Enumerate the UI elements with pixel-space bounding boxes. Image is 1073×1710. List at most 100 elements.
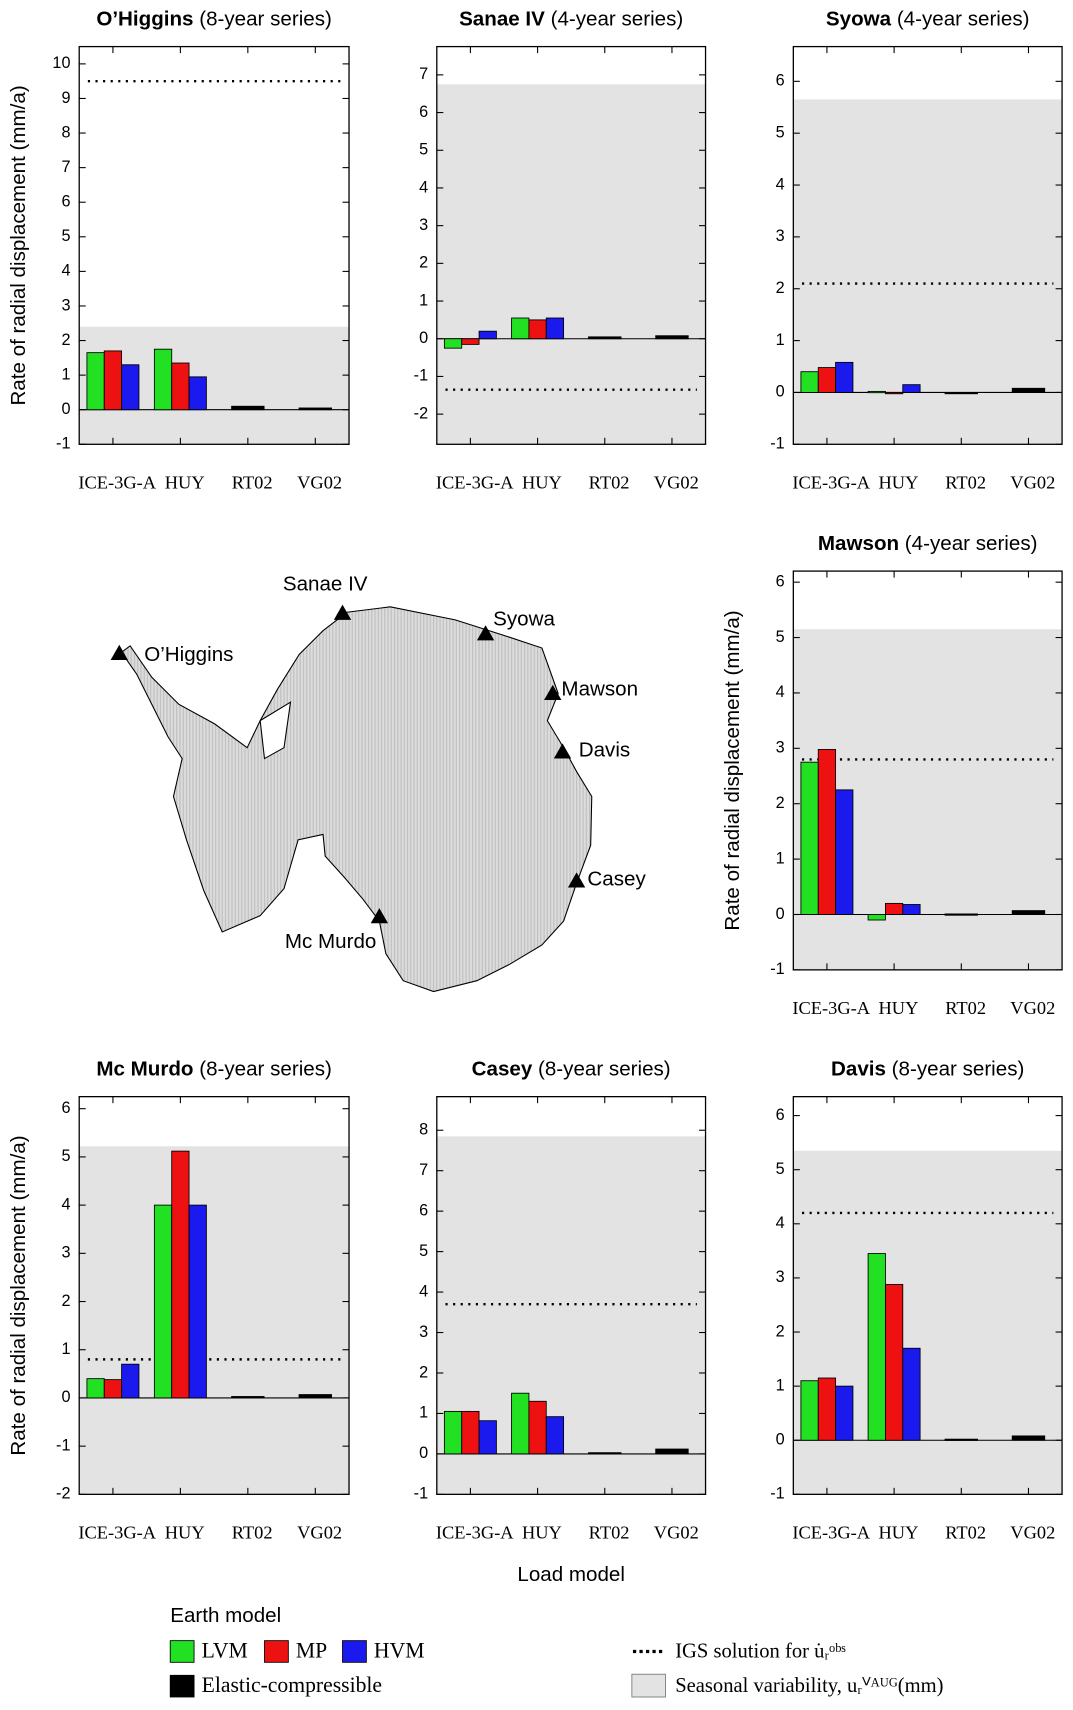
bar (800, 1380, 819, 1441)
bar (171, 362, 190, 411)
y-tick-label: 4 (419, 1282, 428, 1300)
x-tick-label: VG02 (297, 1523, 342, 1543)
y-tick-label: 0 (776, 905, 785, 923)
title-series: (8-year series) (538, 1058, 671, 1081)
y-tick-label: 8 (61, 123, 70, 141)
bar (867, 390, 886, 394)
y-tick-label: 0 (61, 400, 70, 418)
title-series: (8-year series) (892, 1058, 1025, 1081)
continent (120, 606, 593, 993)
seasonal-band (793, 1150, 1063, 1495)
legend-swatch (342, 1640, 367, 1663)
x-tick-label: ICE-3G-A (792, 1523, 870, 1543)
x-tick-label: HUY (878, 998, 918, 1018)
y-tick-label: 8 (419, 1121, 428, 1139)
y-tick-label: -2 (56, 1485, 70, 1503)
bar (528, 1400, 547, 1455)
y-tick-label: 6 (776, 572, 785, 590)
y-tick-label: 3 (776, 1268, 785, 1286)
x-tick-label: ICE-3G-A (436, 473, 514, 493)
bar (588, 336, 622, 340)
bar (1011, 910, 1046, 915)
x-tick-label: HUY (878, 1523, 918, 1543)
y-tick-label: 5 (419, 1242, 428, 1260)
bar (867, 1253, 886, 1441)
station-label: Syowa (493, 607, 555, 630)
bar (188, 1204, 207, 1399)
x-tick-label: RT02 (945, 473, 986, 493)
legend-title: Earth model (170, 1604, 281, 1627)
y-tick-label: 0 (61, 1388, 70, 1406)
chart-title: Sanae IV (4-year series) (459, 8, 683, 31)
title-station: Davis (831, 1058, 886, 1081)
y-tick-label: 4 (61, 1195, 70, 1213)
title-series: (4-year series) (905, 533, 1038, 556)
bar (902, 1347, 921, 1441)
bar (478, 1420, 497, 1455)
chart-title: Mc Murdo (8-year series) (96, 1058, 332, 1081)
x-tick-label: VG02 (297, 473, 342, 493)
y-tick-label: 0 (776, 383, 785, 401)
bar (867, 914, 886, 921)
x-tick-label: ICE-3G-A (78, 1523, 156, 1543)
title-series: (8-year series) (199, 1058, 332, 1081)
x-tick-label: RT02 (945, 998, 986, 1018)
bar (885, 902, 904, 915)
chart-panel: ICE-3G-A HUY RT02 VG02 -2 -1 0 1 2 3 4 5 6 Mc Murdo (… (7, 1058, 350, 1543)
bar (944, 392, 978, 395)
plot-frame (792, 1096, 1063, 1496)
bar (188, 376, 207, 411)
chart-title: Davis (8-year series) (831, 1058, 1024, 1081)
y-tick-label: 0 (776, 1431, 785, 1449)
bar (835, 789, 854, 915)
bar (86, 1378, 105, 1399)
plot-frame (78, 1096, 350, 1496)
y-tick-label: 6 (776, 1106, 785, 1124)
chart-panel: ICE-3G-A HUY RT02 VG02 -1 0 1 2 3 4 5 6 7 8 Casey (8-y… (414, 1058, 707, 1586)
y-tick-label: 6 (419, 1201, 428, 1219)
bar (800, 371, 819, 393)
x-tick-label: HUY (165, 1523, 205, 1543)
y-tick-label: 1 (776, 1376, 785, 1394)
y-tick-label: 4 (419, 178, 428, 196)
bar (944, 913, 978, 916)
y-tick-label: -2 (414, 404, 428, 422)
y-tick-label: 7 (61, 158, 70, 176)
y-tick-label: 10 (52, 54, 70, 72)
bar (588, 1452, 622, 1455)
bar (885, 1283, 904, 1441)
title-series: (4-year series) (897, 8, 1030, 31)
x-tick-label: VG02 (654, 473, 699, 493)
y-tick-label: 4 (776, 1214, 785, 1232)
x-tick-label: HUY (522, 1523, 562, 1543)
chart-title: Casey (8-year series) (472, 1058, 671, 1081)
bar (153, 348, 173, 411)
y-tick-label: 6 (419, 103, 428, 121)
station-label: Davis (579, 738, 630, 761)
bar (231, 405, 265, 411)
y-tick-label: -1 (414, 1485, 428, 1503)
title-station: Casey (472, 1058, 533, 1081)
x-tick-label: RT02 (589, 473, 630, 493)
bar (835, 1385, 854, 1441)
y-tick-label: 5 (61, 227, 70, 245)
station-label: O’Higgins (144, 643, 233, 666)
legend-label: LVM (202, 1639, 248, 1663)
y-tick-label: 1 (61, 365, 70, 383)
y-tick-label: 4 (61, 262, 70, 280)
station-marker (333, 604, 352, 620)
y-tick-label: 7 (419, 1161, 428, 1179)
y-tick-label: 1 (776, 331, 785, 349)
y-tick-label: 0 (419, 329, 428, 347)
station-marker (544, 684, 562, 701)
ice-shelf (259, 701, 292, 760)
bar (1011, 387, 1046, 393)
station-marker (567, 872, 586, 888)
chart-title: O’Higgins (8-year series) (96, 8, 332, 31)
bar (86, 352, 105, 411)
chart-panel: ICE-3G-A HUY RT02 VG02 -1 0 1 2 3 4 5 6 Davis (8-yea… (770, 1058, 1063, 1543)
y-tick-label: 5 (776, 628, 785, 646)
seasonal-band (436, 84, 706, 445)
title-station: O’Higgins (96, 8, 193, 31)
